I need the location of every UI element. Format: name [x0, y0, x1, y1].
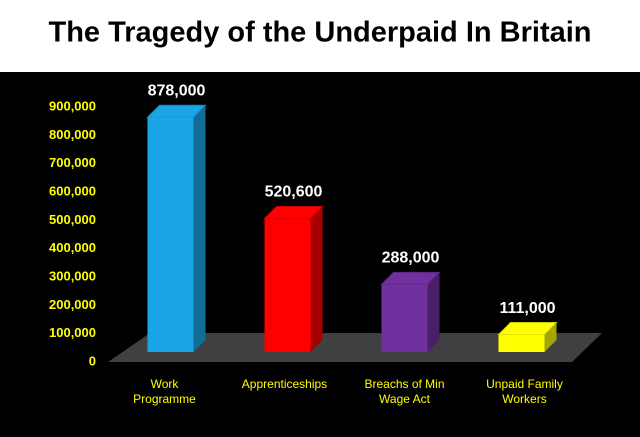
value-label: 288,000 — [382, 250, 440, 267]
y-tick-label: 200,000 — [49, 297, 96, 312]
y-tick-label: 900,000 — [49, 98, 96, 113]
bar-side — [427, 272, 440, 352]
chart-title: The Tragedy of the Underpaid In Britain — [49, 17, 592, 49]
value-label: 878,000 — [148, 82, 206, 99]
bar-side — [544, 322, 557, 352]
y-tick-label: 500,000 — [49, 212, 96, 227]
bar — [498, 334, 545, 352]
x-tick-label: Unpaid Family Workers — [486, 377, 563, 406]
y-tick-label: 400,000 — [49, 240, 96, 255]
value-label: 111,000 — [499, 300, 555, 317]
x-tick-label: Work Programme — [133, 377, 196, 406]
y-tick-label: 700,000 — [49, 155, 96, 170]
x-tick-label: Apprenticeships — [241, 377, 328, 391]
y-tick-label: 100,000 — [49, 325, 96, 340]
bar — [147, 117, 194, 352]
bar — [264, 218, 311, 352]
floor — [108, 333, 602, 362]
y-tick-label: 0 — [89, 353, 96, 368]
bar-side — [310, 206, 323, 352]
y-tick-label: 800,000 — [49, 127, 96, 142]
bar-side — [193, 105, 206, 352]
y-tick-label: 300,000 — [49, 268, 96, 283]
bar — [381, 284, 428, 352]
x-tick-label: Breachs of Min Wage Act — [364, 377, 445, 406]
y-tick-label: 600,000 — [49, 183, 96, 198]
value-label: 520,600 — [265, 184, 323, 201]
